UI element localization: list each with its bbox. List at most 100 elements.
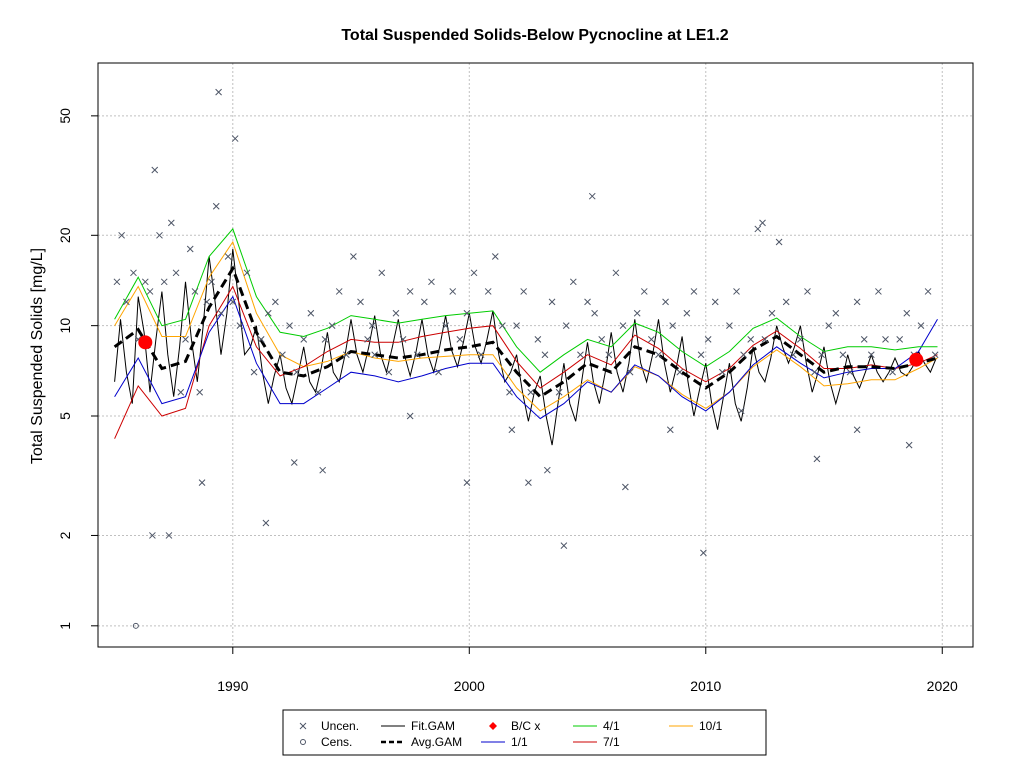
data-point-uncen <box>477 351 485 359</box>
cross-stroke <box>555 388 563 396</box>
cross-stroke <box>371 351 379 359</box>
data-point-uncen <box>520 288 528 295</box>
cross-stroke <box>867 351 875 359</box>
data-point-uncen <box>541 351 549 359</box>
data-point-uncen <box>196 388 204 396</box>
legend-label: Uncen. <box>321 719 359 733</box>
data-point-uncen <box>832 309 840 317</box>
data-point-uncen <box>335 288 343 295</box>
data-point-uncen <box>491 253 499 260</box>
legend-item: 1/1 <box>481 735 528 749</box>
data-point-uncen <box>191 288 199 295</box>
cross-stroke <box>931 351 939 359</box>
data-point-uncen <box>704 336 712 343</box>
data-point-uncen <box>229 298 237 306</box>
data-point-uncen <box>290 459 298 466</box>
data-point-uncen <box>813 455 821 463</box>
cross-stroke <box>775 238 783 246</box>
cross-stroke <box>113 278 121 286</box>
cross-stroke <box>279 351 286 359</box>
cross-stroke <box>191 288 199 295</box>
data-point-uncen <box>562 322 570 330</box>
data-point-uncen <box>737 407 745 415</box>
data-point-uncen <box>875 288 882 295</box>
data-point-uncen <box>534 336 542 343</box>
series-line-10-1 <box>114 240 938 412</box>
cross-stroke <box>449 288 457 295</box>
cross-stroke <box>224 253 232 260</box>
cross-stroke <box>160 278 168 286</box>
cross-stroke <box>212 202 220 210</box>
cross-stroke <box>626 368 634 376</box>
cross-stroke <box>328 322 336 330</box>
cross-stroke <box>591 309 598 317</box>
cross-stroke <box>761 336 769 343</box>
cross-stroke <box>832 309 840 317</box>
cross-stroke <box>470 269 478 277</box>
data-point-uncen <box>669 322 677 330</box>
data-point-uncen <box>525 479 532 486</box>
cross-stroke <box>435 368 442 376</box>
data-point-uncen <box>428 278 435 286</box>
cross-stroke <box>203 298 211 306</box>
cross-stroke <box>525 479 532 486</box>
legend-item: Avg.GAM <box>381 735 462 749</box>
data-point-uncen <box>931 351 939 359</box>
data-point-uncen <box>676 368 684 376</box>
cross-stroke <box>319 466 327 474</box>
cross-stroke <box>768 309 776 317</box>
legend-circle-icon <box>300 739 306 745</box>
data-point-uncen <box>598 336 606 343</box>
cross-stroke <box>229 298 237 306</box>
data-point-uncen <box>605 351 613 359</box>
legend-label: Avg.GAM <box>411 735 462 749</box>
data-point-uncen <box>860 336 868 343</box>
chart-title: Total Suspended Solids-Below Pycnocline … <box>341 27 728 44</box>
data-point-uncen <box>279 351 286 359</box>
data-point-uncen <box>619 322 627 330</box>
cross-stroke <box>543 466 551 474</box>
cross-stroke <box>605 351 613 359</box>
cross-stroke <box>797 336 804 343</box>
data-point-uncen <box>825 322 833 330</box>
data-point-uncen <box>368 322 376 330</box>
cross-stroke <box>733 288 740 295</box>
cross-stroke <box>648 336 655 343</box>
cross-stroke <box>186 245 194 253</box>
cross-stroke <box>413 351 421 359</box>
data-point-uncen <box>626 368 634 376</box>
cross-stroke <box>853 298 861 306</box>
data-point-uncen <box>584 298 591 306</box>
data-point-uncen <box>406 288 414 295</box>
cross-stroke <box>335 288 343 295</box>
cross-stroke <box>463 479 471 486</box>
cross-stroke <box>357 298 364 306</box>
data-point-uncen <box>321 336 329 343</box>
data-point-uncen <box>406 412 414 420</box>
cross-stroke <box>286 322 293 330</box>
cross-stroke <box>690 288 698 295</box>
cross-stroke <box>456 336 464 343</box>
data-point-uncen <box>272 298 279 306</box>
legend: Uncen. Fit.GAM B/C x 4/1 10/1 Cens. Avg.GAM 1/1… <box>282 709 767 756</box>
y-tick-label: 5 <box>57 412 73 420</box>
data-point-uncen <box>811 368 818 376</box>
cross-stroke <box>477 351 485 359</box>
data-point-uncen <box>118 231 126 239</box>
cross-stroke <box>853 426 861 434</box>
cross-stroke <box>321 336 329 343</box>
cross-stroke <box>676 368 684 376</box>
data-point-uncen <box>846 368 854 376</box>
cross-stroke <box>711 298 719 306</box>
cross-stroke <box>118 231 126 239</box>
cross-stroke <box>804 288 811 295</box>
data-point-uncen <box>420 298 428 306</box>
data-point-uncen <box>797 336 804 343</box>
data-point-uncen <box>463 309 471 317</box>
data-point-uncen <box>151 166 159 174</box>
data-point-uncen <box>768 309 776 317</box>
data-point-uncen <box>378 269 386 277</box>
x-tick-label: 2000 <box>454 678 485 694</box>
data-point-uncen <box>319 466 327 474</box>
data-point-uncen <box>882 336 889 343</box>
